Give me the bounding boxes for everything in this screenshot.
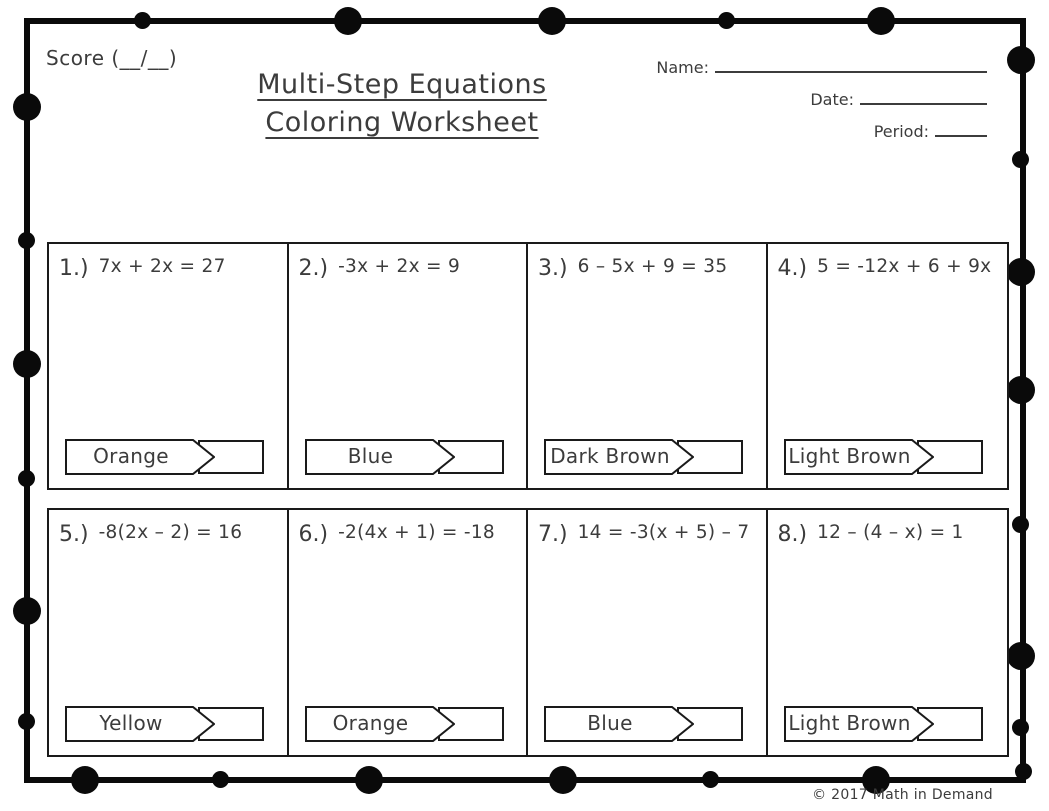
problem-table-1: 1.) 7x + 2x = 27 Orange 2.) -3x + 2x = 9 B… bbox=[47, 242, 1009, 490]
problem-cell-6: 6.) -2(4x + 1) = -18 Orange bbox=[289, 510, 528, 755]
color-name: Light Brown bbox=[788, 444, 911, 468]
border-dot bbox=[71, 766, 99, 794]
period-blank-line bbox=[935, 122, 987, 137]
color-arrow-tag: Yellow bbox=[65, 706, 215, 742]
problem-equation: -2(4x + 1) = -18 bbox=[338, 522, 495, 543]
name-row: Name: bbox=[656, 58, 987, 77]
border-dot bbox=[1012, 719, 1029, 736]
arrow-shape-icon bbox=[544, 706, 694, 742]
date-row: Date: bbox=[656, 90, 987, 109]
border-dot bbox=[18, 232, 35, 249]
problem-number: 3.) bbox=[538, 256, 568, 281]
border-dot bbox=[334, 7, 362, 35]
score-label: Score (__/__) bbox=[46, 46, 178, 70]
border-dot bbox=[18, 713, 35, 730]
problem-cell-7: 7.) 14 = -3(x + 5) – 7 Blue bbox=[528, 510, 768, 755]
problem-number: 4.) bbox=[777, 256, 808, 281]
color-arrow-tag: Orange bbox=[304, 706, 455, 742]
problem-equation: 5 = -12x + 6 + 9x bbox=[817, 256, 992, 277]
border-dot bbox=[1007, 376, 1035, 404]
color-arrow-tag: Blue bbox=[304, 439, 455, 475]
problem-cell-8: 8.) 12 – (4 – x) = 1 Light Brown bbox=[768, 510, 1008, 755]
arrow-shape-icon bbox=[304, 706, 455, 742]
problem-equation: 12 – (4 – x) = 1 bbox=[817, 522, 964, 543]
color-name: Light Brown bbox=[788, 711, 911, 735]
period-label: Period: bbox=[873, 122, 929, 141]
arrow-shape-icon bbox=[783, 706, 934, 742]
problem-cell-4: 4.) 5 = -12x + 6 + 9x Light Brown bbox=[768, 244, 1008, 488]
border-dot bbox=[549, 766, 577, 794]
problem-equation: -3x + 2x = 9 bbox=[338, 256, 461, 277]
title-line-2: Coloring Worksheet bbox=[265, 107, 539, 139]
border-dot bbox=[134, 12, 151, 29]
border-dot bbox=[13, 597, 41, 625]
border-dot bbox=[862, 766, 890, 794]
title-line-1: Multi-Step Equations bbox=[257, 69, 547, 100]
period-row: Period: bbox=[656, 122, 987, 141]
arrow-shape-icon bbox=[65, 439, 215, 475]
border-dot bbox=[1012, 516, 1029, 533]
color-ribbon: Orange bbox=[304, 706, 504, 742]
color-ribbon: Orange bbox=[65, 439, 264, 475]
color-ribbon: Light Brown bbox=[783, 439, 983, 475]
border-dot bbox=[13, 350, 41, 378]
problem-number: 8.) bbox=[777, 522, 808, 547]
problem-cell-1: 1.) 7x + 2x = 27 Orange bbox=[49, 244, 289, 488]
problem-number: 2.) bbox=[298, 256, 329, 281]
color-ribbon: Light Brown bbox=[783, 706, 983, 742]
border-dot bbox=[1007, 46, 1035, 74]
date-label: Date: bbox=[810, 90, 854, 109]
name-label: Name: bbox=[656, 58, 709, 77]
color-ribbon: Yellow bbox=[65, 706, 264, 742]
page-title: Multi-Step Equations Coloring Worksheet bbox=[222, 66, 582, 143]
color-ribbon: Blue bbox=[544, 706, 743, 742]
student-id-block: Name: Date: Period: bbox=[656, 58, 987, 154]
name-blank-line bbox=[715, 58, 987, 73]
problem-number: 5.) bbox=[59, 522, 89, 547]
color-ribbon: Dark Brown bbox=[544, 439, 743, 475]
border-dot bbox=[1012, 151, 1029, 168]
copyright-text: © 2017 Math in Demand bbox=[812, 787, 993, 803]
border-dot bbox=[18, 470, 35, 487]
border-dot bbox=[702, 771, 719, 788]
border-dot bbox=[1015, 763, 1032, 780]
border-dot bbox=[867, 7, 895, 35]
color-arrow-tag: Dark Brown bbox=[544, 439, 694, 475]
problem-cell-2: 2.) -3x + 2x = 9 Blue bbox=[289, 244, 528, 488]
problem-cell-3: 3.) 6 – 5x + 9 = 35 Dark Brown bbox=[528, 244, 768, 488]
color-arrow-tag: Light Brown bbox=[783, 439, 934, 475]
problem-equation: 14 = -3(x + 5) – 7 bbox=[577, 522, 750, 543]
color-arrow-tag: Blue bbox=[544, 706, 694, 742]
problem-number: 7.) bbox=[538, 522, 568, 547]
problem-cell-5: 5.) -8(2x – 2) = 16 Yellow bbox=[49, 510, 289, 755]
arrow-shape-icon bbox=[304, 439, 455, 475]
color-ribbon: Blue bbox=[304, 439, 504, 475]
problem-equation: -8(2x – 2) = 16 bbox=[98, 522, 243, 543]
border-dot bbox=[538, 7, 566, 35]
problem-equation: 6 – 5x + 9 = 35 bbox=[577, 256, 728, 277]
color-arrow-tag: Orange bbox=[65, 439, 215, 475]
arrow-shape-icon bbox=[783, 439, 934, 475]
color-name: Dark Brown bbox=[550, 444, 670, 468]
border-dot bbox=[355, 766, 383, 794]
color-name: Yellow bbox=[99, 711, 163, 735]
border-dot bbox=[718, 12, 735, 29]
color-name: Orange bbox=[332, 711, 409, 735]
color-arrow-tag: Light Brown bbox=[783, 706, 934, 742]
border-dot bbox=[1007, 258, 1035, 286]
problem-number: 6.) bbox=[298, 522, 329, 547]
arrow-shape-icon bbox=[65, 706, 215, 742]
problem-equation: 7x + 2x = 27 bbox=[98, 256, 226, 277]
date-blank-line bbox=[860, 90, 987, 105]
border-dot bbox=[1007, 642, 1035, 670]
color-name: Blue bbox=[587, 711, 633, 735]
problem-number: 1.) bbox=[59, 256, 89, 281]
border-dot bbox=[212, 771, 229, 788]
arrow-shape-icon bbox=[544, 439, 694, 475]
color-name: Blue bbox=[347, 444, 394, 468]
color-name: Orange bbox=[93, 444, 169, 468]
problem-table-2: 5.) -8(2x – 2) = 16 Yellow 6.) -2(4x + 1) … bbox=[47, 508, 1009, 757]
border-dot bbox=[13, 93, 41, 121]
